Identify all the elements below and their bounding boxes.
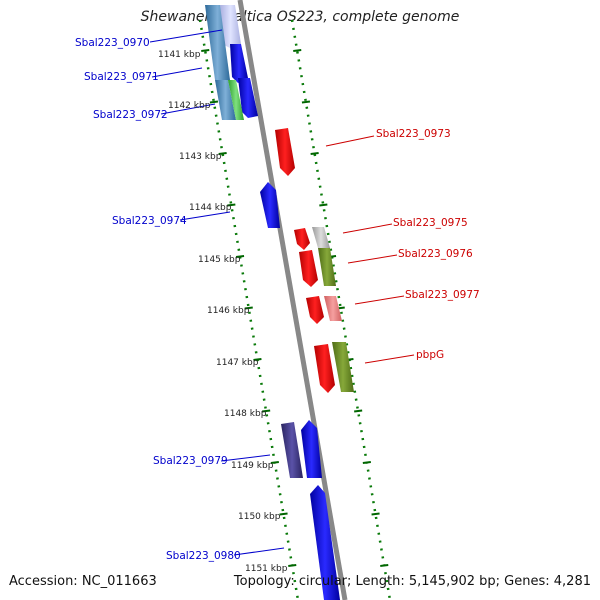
- tick-mark: [380, 564, 389, 567]
- gene-label[interactable]: Sbal223_0980: [166, 550, 241, 562]
- tick-mark: [253, 358, 262, 361]
- tick-label: 1149 kbp: [231, 461, 274, 471]
- leader-line: [149, 29, 223, 43]
- tick-label: 1150 kbp: [238, 512, 281, 522]
- tick-mark: [209, 100, 219, 104]
- gene-label[interactable]: Sbal223_0973: [376, 128, 451, 140]
- tick-labels: 1141 kbp 1142 kbp 1143 kbp 1144 kbp 1145…: [158, 50, 288, 574]
- leader-line: [151, 67, 203, 78]
- tick-label: 1148 kbp: [224, 409, 267, 419]
- tick-label: 1151 kbp: [245, 564, 288, 574]
- tick-mark: [371, 512, 380, 516]
- gene-label[interactable]: Sbal223_0976: [398, 248, 473, 260]
- genome-summary-text: Topology: circular; Length: 5,145,902 bp…: [233, 574, 591, 589]
- gene-labels-right: Sbal223_0973 Sbal223_0975 Sbal223_0976 S…: [376, 128, 480, 361]
- gene-arrow[interactable]: [332, 342, 354, 392]
- leader-line: [233, 547, 285, 556]
- gene-arrow[interactable]: [238, 78, 258, 118]
- gene-arrow[interactable]: [324, 296, 342, 321]
- label-leader-lines: [149, 29, 415, 556]
- tick-label: 1142 kbp: [168, 101, 211, 111]
- gene-arrow[interactable]: [306, 296, 324, 324]
- leader-line: [160, 103, 216, 115]
- leader-line: [220, 454, 271, 462]
- leader-line: [354, 295, 405, 305]
- genome-backbone: [237, 0, 348, 600]
- tick-label: 1145 kbp: [198, 255, 241, 265]
- gene-arrow[interactable]: [281, 422, 303, 478]
- accession-text: Accession: NC_011663: [9, 574, 157, 589]
- gene-arrow[interactable]: [312, 227, 330, 248]
- gene-arrow[interactable]: [275, 128, 295, 176]
- gene-label[interactable]: Sbal223_0970: [75, 37, 150, 49]
- gene-label[interactable]: pbpG: [416, 349, 444, 361]
- tick-label: 1144 kbp: [189, 203, 232, 213]
- tick-marks: [201, 49, 389, 567]
- gene-arrow[interactable]: [310, 485, 340, 600]
- gene-arrow[interactable]: [260, 182, 280, 228]
- gene-label[interactable]: Sbal223_0977: [405, 289, 480, 301]
- tick-mark: [227, 203, 236, 207]
- tick-mark: [235, 255, 245, 258]
- gene-arrow[interactable]: [215, 80, 236, 120]
- gene-arrow[interactable]: [314, 344, 335, 393]
- gene-arrow[interactable]: [318, 248, 336, 286]
- gene-label[interactable]: Sbal223_0971: [84, 71, 159, 83]
- tick-mark: [293, 49, 302, 52]
- reverse-strand-genes: [220, 5, 340, 600]
- leader-line: [342, 223, 393, 234]
- tick-mark: [244, 306, 253, 310]
- gene-label[interactable]: Sbal223_0975: [393, 217, 468, 229]
- gene-label[interactable]: Sbal223_0974: [112, 215, 187, 227]
- tick-mark: [362, 461, 371, 464]
- gene-arrow[interactable]: [294, 228, 310, 250]
- leader-line: [179, 211, 231, 221]
- tick-mark: [218, 152, 227, 155]
- gene-arrow[interactable]: [220, 5, 241, 48]
- gene-labels-left: Sbal223_0970 Sbal223_0971 Sbal223_0972 S…: [75, 37, 241, 562]
- tick-label: 1143 kbp: [179, 152, 222, 162]
- cog-boxes-left: [205, 5, 303, 478]
- gene-arrow[interactable]: [301, 420, 322, 478]
- tick-mark: [288, 564, 297, 567]
- leader-line: [325, 135, 375, 147]
- leader-line: [364, 354, 415, 364]
- leader-line: [347, 254, 398, 264]
- tick-mark: [319, 203, 328, 207]
- tick-mark: [262, 409, 271, 413]
- tick-label: 1141 kbp: [158, 50, 201, 60]
- gene-arrow[interactable]: [228, 80, 244, 120]
- tick-mark: [301, 100, 311, 104]
- gene-arrow[interactable]: [299, 250, 318, 287]
- gene-arrow[interactable]: [230, 44, 248, 83]
- tick-mark: [279, 512, 288, 516]
- gene-label[interactable]: Sbal223_0979: [153, 455, 228, 467]
- tick-label: 1147 kbp: [216, 358, 259, 368]
- outer-track-right: [290, 19, 392, 600]
- forward-strand-genes: [275, 128, 335, 393]
- tick-label: 1146 kbp: [207, 306, 250, 316]
- tick-mark: [270, 461, 279, 464]
- gene-label[interactable]: Sbal223_0972: [93, 109, 168, 121]
- tick-mark: [201, 49, 210, 52]
- gene-arrow[interactable]: [205, 5, 230, 80]
- cog-boxes-right: [312, 227, 354, 392]
- tick-mark: [354, 409, 363, 413]
- tick-mark: [310, 152, 319, 155]
